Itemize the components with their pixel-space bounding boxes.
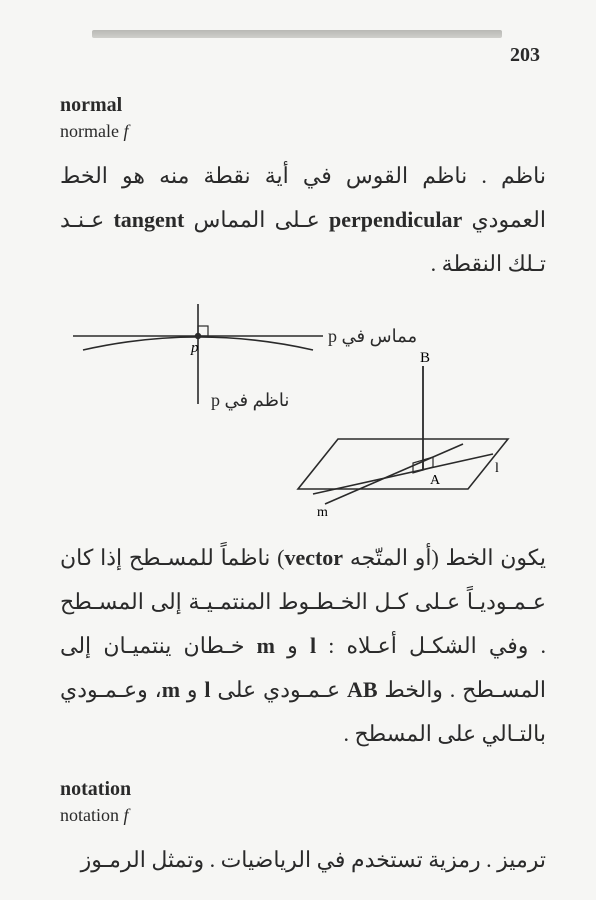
arabic-segment: عـلى المماس xyxy=(184,207,329,232)
entry1-arabic-para2: يكون الخط (أو المتّجه vector) ناظماً للم… xyxy=(60,536,546,756)
figures-svg: p B A l m xyxy=(63,294,543,524)
latin-segment: AB xyxy=(347,677,378,702)
figures-container: p B A l m xyxy=(63,294,543,524)
entry1-french-word: normale xyxy=(60,121,119,141)
tangent-label: مماس في p xyxy=(328,326,417,347)
right-angle-mark-2a xyxy=(423,457,433,470)
entry1-french: normale f xyxy=(60,121,546,142)
entry2-french-gender: f xyxy=(124,805,129,825)
figure-plane-normal: B A l m xyxy=(298,350,508,520)
figure-tangent-normal: p xyxy=(73,304,323,404)
tangent-label-lat: p xyxy=(328,326,337,346)
plane xyxy=(298,439,508,489)
normal-label: ناظم في p xyxy=(211,390,289,411)
point-p-label: p xyxy=(190,340,199,356)
label-l: l xyxy=(495,461,499,476)
arabic-segment: و xyxy=(180,677,204,702)
page-root: 203 normal normale f ناظم . ناظم القوس ف… xyxy=(0,0,596,900)
line-l xyxy=(313,454,493,494)
label-a: A xyxy=(430,473,441,488)
entry2-french-word: notation xyxy=(60,805,119,825)
entry2-arabic-para1: ترميز . رمزية تستخدم في الرياضيات . وتمث… xyxy=(60,838,546,882)
header-rule xyxy=(92,30,502,38)
entry2-english: notation xyxy=(60,778,546,801)
label-b: B xyxy=(420,350,430,366)
normal-label-lat: p xyxy=(211,390,220,410)
point-p xyxy=(195,333,201,339)
latin-segment: perpendicular xyxy=(329,207,462,232)
line-m xyxy=(325,444,463,504)
latin-segment: m xyxy=(257,633,275,658)
latin-segment: vector xyxy=(284,545,343,570)
arabic-segment: عـمـودي على xyxy=(211,677,347,702)
latin-segment: tangent xyxy=(113,207,184,232)
latin-segment: m xyxy=(162,677,180,702)
entry1-english: normal xyxy=(60,94,546,117)
entry2-french: notation f xyxy=(60,805,546,826)
normal-label-ar: ناظم في xyxy=(225,390,290,410)
tangent-label-ar: مماس في xyxy=(342,326,418,346)
entry1-french-gender: f xyxy=(123,121,128,141)
arabic-segment: يكون الخط (أو المتّجه xyxy=(343,545,546,570)
entry1-arabic-para1: ناظم . ناظم القوس في أية نقطة منه هو الخ… xyxy=(60,154,546,286)
page-number: 203 xyxy=(510,44,540,67)
label-m: m xyxy=(317,505,328,520)
arabic-segment: و xyxy=(275,633,310,658)
